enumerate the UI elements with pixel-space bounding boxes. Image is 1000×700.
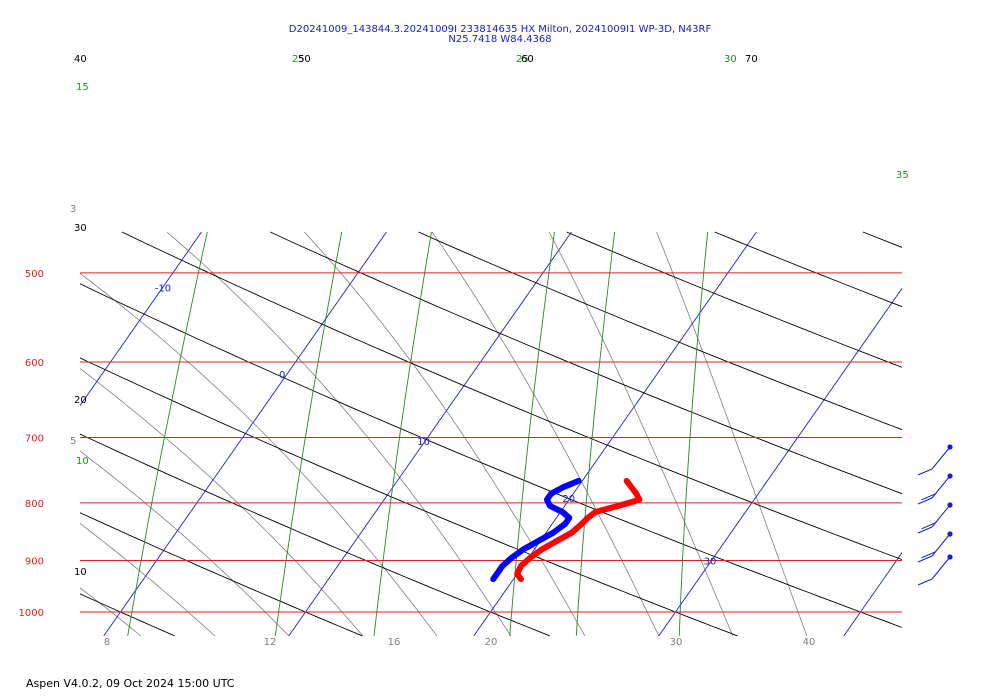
dry-adiabat [566, 231, 902, 368]
mixing-ratio-label: 25 [516, 54, 529, 65]
pressure-label: 800 [25, 499, 44, 510]
moist-adiabat [304, 231, 586, 637]
profile-traces [490, 477, 643, 583]
moist-adiabat [80, 450, 290, 637]
isotherm-label: 20 [562, 494, 575, 505]
isotherm-label: 30 [704, 556, 717, 567]
mixing-ratio-label: 35 [896, 170, 909, 181]
bottom-tick-label: 12 [264, 637, 277, 648]
pressure-label: 600 [25, 358, 44, 369]
dry-adiabat-label: 30 [74, 223, 87, 234]
wind-barb-flag [917, 555, 933, 563]
wind-barbs [917, 444, 953, 586]
mixing-ratio-lines [127, 231, 709, 636]
moist-adiabat [80, 368, 364, 637]
dry-adiabat [418, 231, 902, 431]
mixing-ratio-label: 30 [724, 54, 737, 65]
wind-barb-flag [917, 526, 933, 534]
moist-adiabat [80, 587, 142, 637]
bottom-tick-label: 16 [388, 637, 401, 648]
wind-barb [917, 473, 953, 505]
moist-adiabats [80, 231, 808, 637]
theta-top-label: 50 [298, 54, 311, 65]
bottom-tick-label: 40 [803, 637, 816, 648]
mixing-ratio-label: 25 [292, 54, 305, 65]
wind-barb-flag [921, 522, 936, 530]
pressure-label: 700 [25, 433, 44, 444]
temperature-trace [514, 477, 643, 583]
wind-barb [917, 531, 953, 563]
wind-barb-staff [931, 556, 951, 580]
isotherm [0, 232, 16, 636]
dry-adiabat-label: 10 [74, 567, 87, 578]
dry-adiabat [270, 231, 902, 495]
isotherm [843, 551, 902, 637]
pressure-label: 500 [25, 269, 44, 280]
dry-adiabat [121, 231, 902, 561]
moist-adiabat [166, 231, 512, 637]
pressure-label: 1000 [19, 608, 44, 619]
mixing-ratio-label: 10 [76, 456, 89, 467]
dry-adiabat [714, 231, 902, 308]
mixing-ratio-label: 15 [76, 82, 89, 93]
moist-adiabat [548, 231, 734, 637]
wind-barb [917, 444, 953, 476]
wind-barb-flag [917, 578, 933, 586]
wind-barb [917, 554, 953, 586]
dry-adiabats [80, 231, 902, 637]
chart-location: N25.7418 W84.4368 [448, 34, 552, 45]
dry-adiabat-label: 40 [74, 54, 87, 65]
dewpoint-trace [490, 477, 582, 583]
wind-barb-staff [931, 504, 951, 528]
moist-adiabat-label: 5 [70, 436, 76, 447]
dry-adiabat [80, 433, 551, 637]
bottom-tick-label: 30 [670, 637, 683, 648]
mixing-ratio-line [678, 231, 709, 636]
isotherm [658, 287, 902, 637]
wind-barb-staff [931, 475, 951, 499]
dry-adiabat-label: 20 [74, 395, 87, 406]
moist-adiabat [80, 522, 216, 637]
wind-barb-staff [931, 533, 951, 557]
pressure-label: 900 [25, 556, 44, 567]
dry-adiabat [80, 283, 902, 628]
axis-labels: 1000 900 800 700 600 500 -10 0 10 20 30 8 12 16 20 30 40… [19, 54, 909, 648]
wind-barb-flag [917, 497, 933, 505]
isotherm-label: 0 [279, 370, 285, 381]
chart-title: D20241009_143844.3.20241009I 233814635 H… [288, 24, 712, 35]
bottom-tick-label: 20 [485, 637, 498, 648]
wind-barb [917, 502, 953, 534]
moist-adiabat-label: 3 [70, 204, 76, 215]
isotherm [103, 231, 387, 637]
software-version-stamp: Aspen V4.0.2, 09 Oct 2024 15:00 UTC [26, 677, 235, 690]
mixing-ratio-line [373, 231, 432, 636]
isotherm-label: 10 [417, 437, 430, 448]
mixing-ratio-line [509, 231, 555, 636]
mixing-ratio-line [127, 231, 208, 636]
isobars [80, 272, 902, 613]
theta-top-label: 60 [521, 54, 534, 65]
mixing-ratio-line [575, 231, 616, 636]
dry-adiabat [80, 512, 363, 637]
moist-adiabat [80, 272, 438, 637]
theta-top-label: 70 [745, 54, 758, 65]
dry-adiabat [862, 231, 902, 248]
isotherm [288, 231, 572, 637]
wind-barb-flag [921, 493, 936, 501]
wind-barb-staff [931, 446, 951, 470]
mixing-ratio-line [274, 231, 343, 636]
dry-adiabat [80, 357, 738, 637]
isotherms [0, 231, 902, 637]
moist-adiabat [431, 231, 660, 637]
bottom-tick-label: 8 [104, 637, 110, 648]
wind-barb-flag [921, 551, 936, 559]
moist-adiabat [656, 231, 808, 637]
isotherm [80, 231, 202, 407]
isotherm-label: -10 [155, 283, 171, 294]
wind-barb-flag [917, 468, 933, 476]
